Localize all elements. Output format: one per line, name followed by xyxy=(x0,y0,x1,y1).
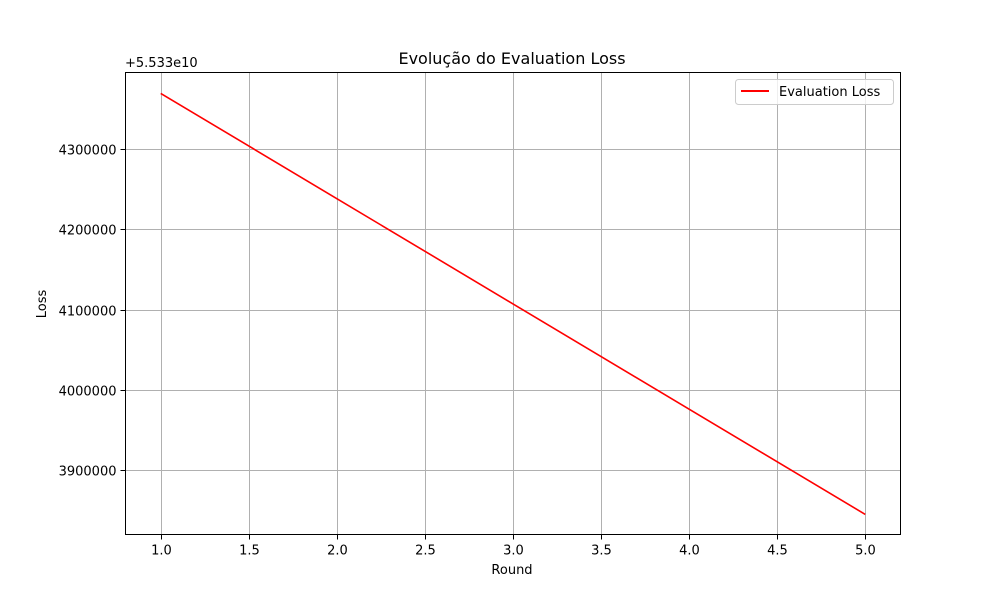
y-axis-label: Loss xyxy=(35,290,50,319)
y-tick-label: 4200000 xyxy=(59,224,117,239)
series-line-evaluation-loss xyxy=(160,92,866,516)
legend: Evaluation Loss xyxy=(735,79,894,105)
x-tick-label: 4.0 xyxy=(679,544,700,559)
legend-box xyxy=(735,79,894,105)
y-tick-label: 4300000 xyxy=(59,144,117,159)
y-tick-label: 4000000 xyxy=(59,385,117,400)
x-tick-label: 2.5 xyxy=(415,544,436,559)
x-tick-label: 5.0 xyxy=(855,544,876,559)
x-tick-label: 3.0 xyxy=(503,544,524,559)
y-tick-label: 4100000 xyxy=(59,305,117,320)
y-tick-label: 3900000 xyxy=(59,465,117,480)
legend-label: Evaluation Loss xyxy=(779,85,880,100)
y-axis-offset-label: +5.533e10 xyxy=(125,56,198,71)
x-axis-label: Round xyxy=(491,563,532,578)
x-tick-label: 1.0 xyxy=(151,544,172,559)
x-tick-label: 1.5 xyxy=(239,544,260,559)
x-tick-label: 2.0 xyxy=(327,544,348,559)
x-tick-label: 4.5 xyxy=(767,544,788,559)
x-tick-label: 3.5 xyxy=(591,544,612,559)
chart-title: Evolução do Evaluation Loss xyxy=(398,49,625,68)
